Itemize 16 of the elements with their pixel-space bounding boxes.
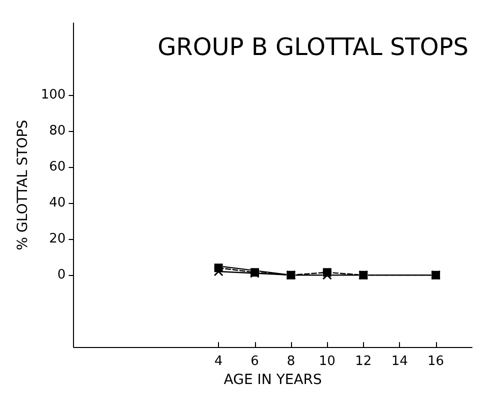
x-axis-title: AGE IN YEARS xyxy=(224,372,322,388)
x-tick-label: 8 xyxy=(286,354,296,370)
x-tick-label: 14 xyxy=(391,354,408,370)
y-tick-label: 100 xyxy=(40,88,66,103)
y-tick-label: 60 xyxy=(49,160,66,175)
y-tick-label: 80 xyxy=(49,124,66,139)
x-tick-label: 6 xyxy=(250,354,259,370)
x-tick-label: 4 xyxy=(214,354,223,370)
y-tick-label: 20 xyxy=(49,232,66,247)
x-tick-label: 10 xyxy=(318,354,336,370)
y-tick-label: 40 xyxy=(49,196,66,211)
x-tick-label: 16 xyxy=(428,354,444,370)
chart-title: GROUP B GLOTTAL STOPS xyxy=(158,33,468,61)
y-axis-title: % GLOTTAL STOPS xyxy=(15,120,31,250)
y-tick-label: 0 xyxy=(57,268,66,283)
x-tick-label: 12 xyxy=(355,354,372,370)
